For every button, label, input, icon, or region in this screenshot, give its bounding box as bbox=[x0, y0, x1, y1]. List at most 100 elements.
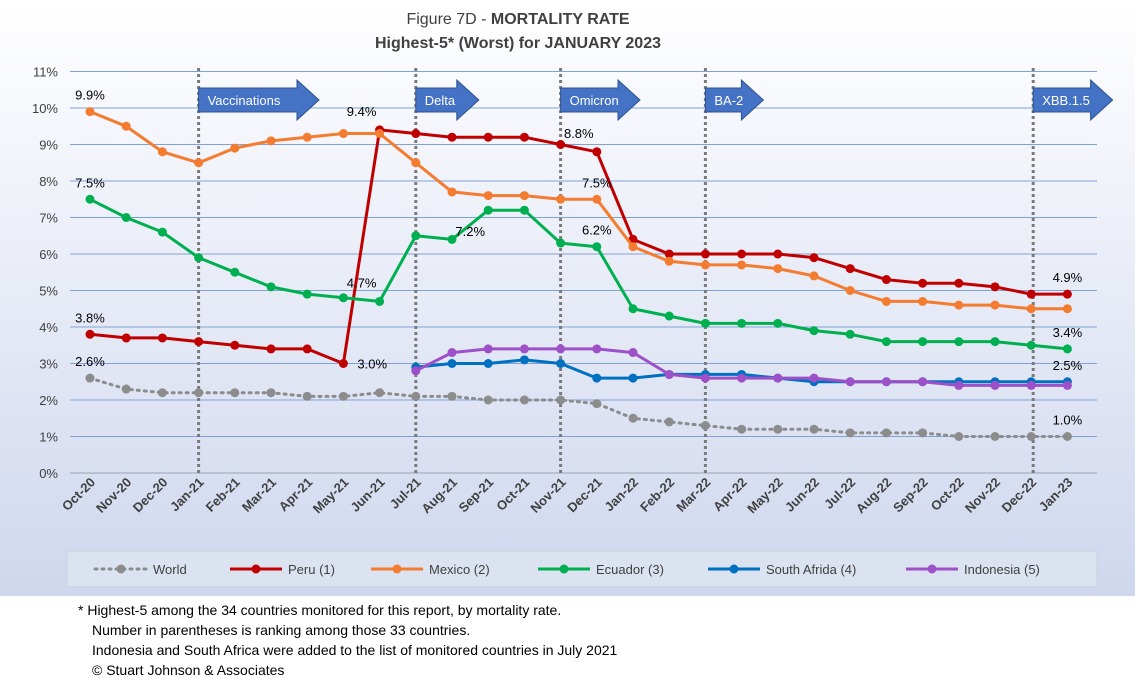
data-point bbox=[990, 282, 1000, 292]
data-point bbox=[375, 129, 385, 139]
series-line bbox=[88, 376, 1069, 438]
data-point bbox=[519, 191, 529, 201]
event-label: BA-2 bbox=[714, 93, 743, 108]
data-point bbox=[194, 158, 204, 168]
data-point bbox=[230, 340, 240, 350]
data-point bbox=[411, 129, 421, 139]
data-point bbox=[1062, 344, 1072, 354]
event-label: Omicron bbox=[570, 93, 619, 108]
data-point bbox=[664, 249, 674, 259]
legend-label: Ecuador (3) bbox=[596, 562, 664, 577]
data-point bbox=[664, 417, 674, 427]
data-point bbox=[628, 373, 638, 383]
event-label: Vaccinations bbox=[208, 93, 281, 108]
data-point bbox=[230, 267, 240, 277]
data-point bbox=[664, 311, 674, 321]
data-point bbox=[483, 359, 493, 368]
data-point bbox=[700, 373, 710, 383]
data-point bbox=[1026, 289, 1036, 299]
legend-label: Mexico (2) bbox=[429, 562, 490, 577]
data-point bbox=[519, 395, 529, 405]
data-point bbox=[194, 253, 204, 263]
data-point bbox=[954, 337, 964, 347]
data-point bbox=[157, 388, 167, 398]
data-point bbox=[990, 300, 1000, 310]
data-point bbox=[809, 253, 819, 263]
data-point bbox=[157, 333, 167, 343]
data-point bbox=[918, 337, 928, 347]
data-point bbox=[556, 238, 566, 248]
data-point bbox=[845, 286, 855, 295]
data-point bbox=[375, 388, 385, 398]
data-point bbox=[194, 388, 204, 398]
y-tick-label: 11% bbox=[33, 65, 58, 80]
data-label: 3.8% bbox=[75, 310, 105, 325]
data-point bbox=[664, 369, 674, 379]
data-label: 4.9% bbox=[1053, 270, 1083, 285]
data-point bbox=[157, 227, 167, 237]
data-point bbox=[628, 242, 638, 252]
data-point bbox=[773, 249, 783, 259]
data-point bbox=[411, 231, 421, 241]
data-point bbox=[85, 329, 95, 339]
data-point bbox=[519, 205, 529, 215]
data-point bbox=[447, 348, 457, 358]
data-point bbox=[302, 132, 312, 142]
data-point bbox=[447, 187, 457, 197]
footnote-parentheses: Number in parentheses is ranking among t… bbox=[92, 622, 471, 638]
data-point bbox=[483, 344, 493, 354]
legend-marker bbox=[729, 564, 739, 574]
mortality-rate-line-chart: Figure 7D - MORTALITY RATE Highest-5* (Wo… bbox=[0, 0, 1135, 596]
data-point bbox=[809, 373, 819, 383]
data-label: 7.5% bbox=[582, 175, 612, 190]
legend-marker bbox=[251, 564, 261, 574]
data-label: 2.5% bbox=[1053, 358, 1083, 373]
data-label: 7.5% bbox=[75, 175, 105, 190]
data-point bbox=[556, 395, 566, 405]
data-point bbox=[954, 432, 964, 441]
data-point bbox=[990, 380, 1000, 390]
data-label: 1.0% bbox=[1053, 413, 1083, 428]
data-point bbox=[338, 359, 348, 368]
data-point bbox=[918, 428, 928, 438]
data-label: 9.9% bbox=[75, 88, 105, 103]
legend-label: Peru (1) bbox=[288, 562, 335, 577]
data-point bbox=[809, 326, 819, 336]
data-point bbox=[700, 249, 710, 259]
data-point bbox=[918, 296, 928, 306]
event-arrow bbox=[415, 78, 480, 122]
data-point bbox=[266, 388, 276, 398]
data-point bbox=[737, 249, 747, 259]
data-point bbox=[230, 388, 240, 398]
data-point bbox=[954, 380, 964, 390]
data-point bbox=[1026, 432, 1036, 441]
data-label: 8.8% bbox=[564, 126, 594, 141]
data-point bbox=[556, 140, 566, 149]
data-point bbox=[338, 391, 348, 401]
y-tick-label: 6% bbox=[39, 247, 58, 262]
data-point bbox=[194, 337, 204, 347]
data-point bbox=[990, 432, 1000, 441]
data-label: 6.2% bbox=[582, 223, 612, 238]
data-point bbox=[85, 194, 95, 204]
data-point bbox=[447, 359, 457, 368]
event-arrow bbox=[198, 78, 320, 122]
data-point bbox=[447, 234, 457, 244]
y-tick-label: 7% bbox=[39, 211, 58, 226]
data-point bbox=[737, 373, 747, 383]
data-point bbox=[918, 278, 928, 288]
data-point bbox=[1026, 340, 1036, 350]
data-point bbox=[266, 344, 276, 354]
event-arrow bbox=[704, 78, 765, 122]
data-point bbox=[1026, 380, 1036, 390]
data-label: 2.6% bbox=[75, 354, 105, 369]
data-point bbox=[700, 421, 710, 431]
data-point bbox=[881, 275, 891, 285]
data-point bbox=[121, 121, 131, 131]
event-label: XBB.1.5 bbox=[1042, 93, 1090, 108]
data-point bbox=[773, 373, 783, 383]
data-point bbox=[411, 158, 421, 168]
data-point bbox=[556, 359, 566, 368]
legend-marker bbox=[116, 564, 126, 574]
data-point bbox=[592, 242, 602, 252]
